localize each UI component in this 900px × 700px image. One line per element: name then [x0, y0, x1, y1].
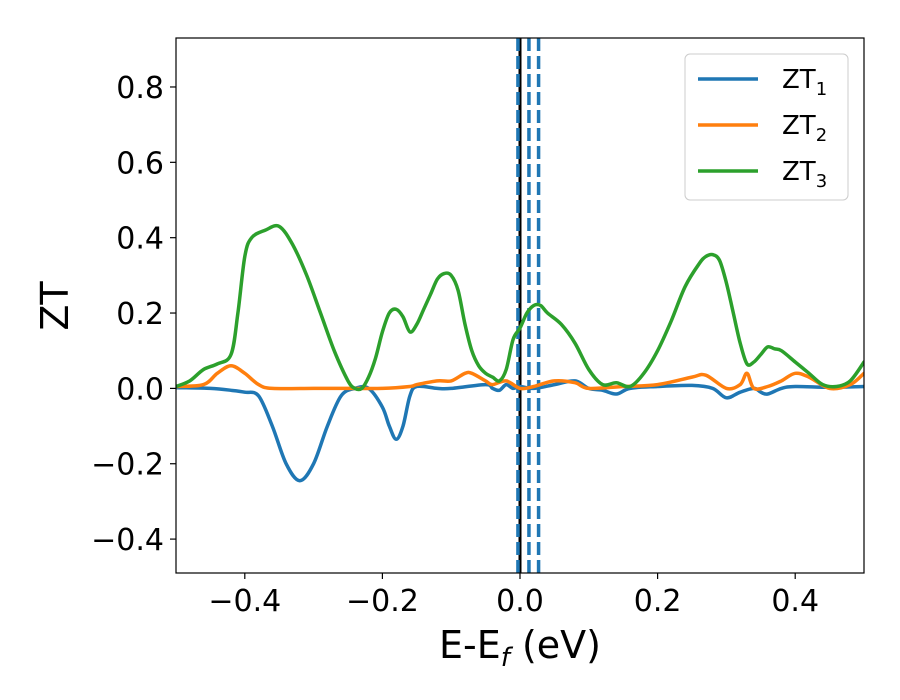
series-line-zt2 — [176, 364, 864, 391]
legend-box — [684, 53, 849, 201]
x-tick-label: 0.4 — [771, 584, 819, 619]
reference-lines — [516, 38, 541, 573]
y-tick-label: −0.2 — [91, 448, 164, 483]
series-lines — [176, 223, 864, 483]
x-axis-label-suffix: (eV) — [510, 623, 601, 667]
x-axis-label-main: E-E — [439, 623, 501, 667]
y-tick-label: 0.4 — [116, 222, 164, 257]
y-tick-label: 0.8 — [116, 71, 164, 106]
y-tick-label: 0.6 — [116, 146, 164, 181]
x-tick-label: −0.2 — [346, 584, 419, 619]
legend-label-zt3: ZT3 — [782, 157, 827, 192]
y-tick-label: 0.2 — [116, 297, 164, 332]
y-tick-label: −0.4 — [91, 523, 164, 558]
legend: ZT1 ZT2 ZT3 — [684, 53, 849, 201]
series-line-zt3 — [176, 223, 864, 392]
y-axis-label: ZT — [33, 281, 77, 331]
legend-label-zt2: ZT2 — [782, 111, 827, 146]
x-axis-label: E-Ef (eV) — [439, 623, 601, 673]
x-axis: −0.4 −0.2 0.0 0.2 0.4 — [208, 573, 819, 619]
x-tick-label: 0.0 — [496, 584, 544, 619]
series-line-zt1 — [176, 379, 864, 483]
y-axis: −0.4 −0.2 0.0 0.2 0.4 0.6 0.8 — [91, 71, 176, 558]
y-tick-label: 0.0 — [116, 372, 164, 407]
x-tick-label: −0.4 — [208, 584, 281, 619]
legend-label-zt1: ZT1 — [782, 65, 827, 100]
x-tick-label: 0.2 — [634, 584, 682, 619]
